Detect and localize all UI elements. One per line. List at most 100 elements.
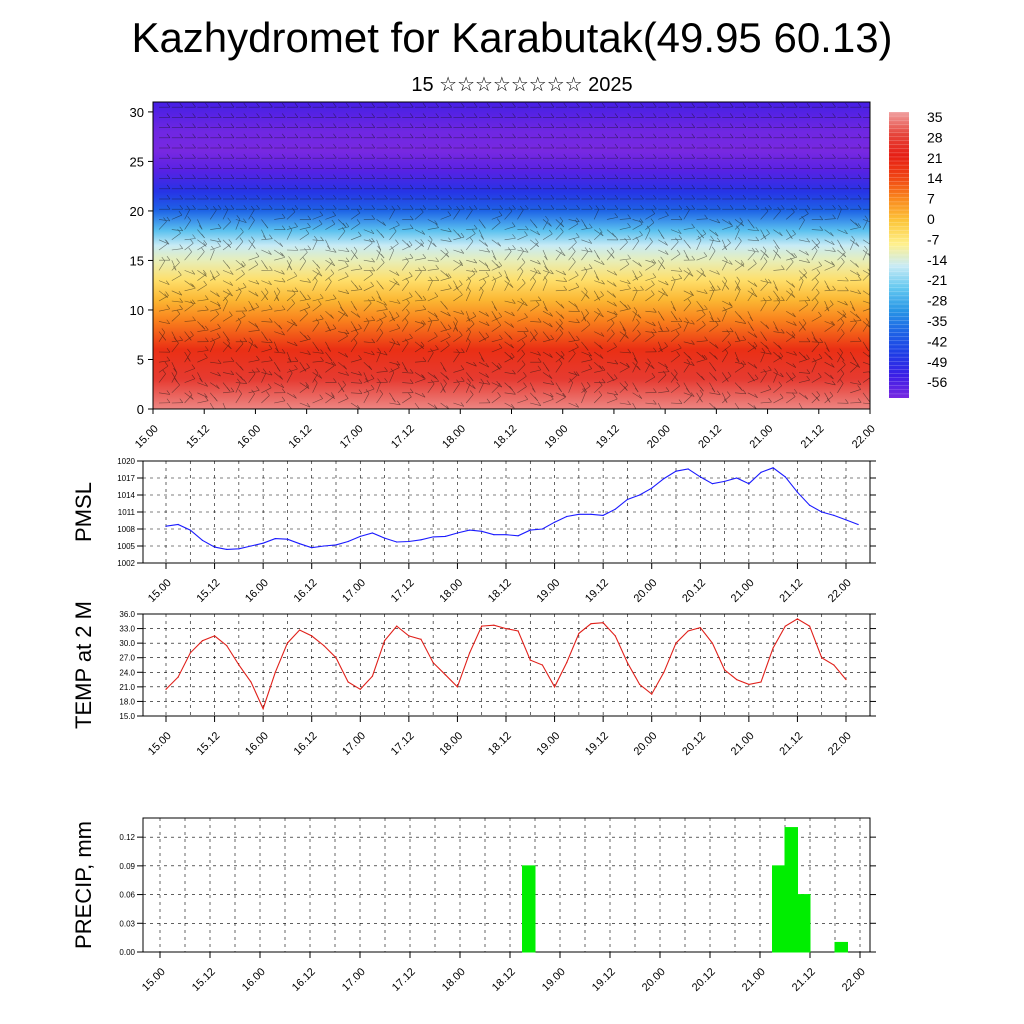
wind-barb-flag bbox=[162, 336, 166, 341]
wind-barb bbox=[248, 359, 260, 363]
wind-barb-flag bbox=[819, 226, 824, 231]
wind-barb bbox=[235, 231, 244, 241]
wind-barb bbox=[465, 241, 474, 251]
wind-barb bbox=[427, 227, 439, 230]
wind-barb-flag bbox=[599, 365, 603, 370]
wind-barb-flag bbox=[742, 133, 747, 138]
wind-barb-flag bbox=[469, 376, 474, 382]
wind-barb-flag bbox=[805, 251, 809, 256]
pmsl-point bbox=[651, 487, 653, 489]
wind-barb-flag bbox=[499, 154, 504, 159]
wind-barb-flag bbox=[383, 312, 387, 317]
wind-barb bbox=[683, 270, 694, 277]
wind-barb-flag bbox=[256, 154, 260, 159]
wind-barb bbox=[683, 321, 695, 325]
wind-barb-flag bbox=[871, 144, 874, 148]
wind-barb-flag bbox=[627, 214, 632, 219]
wind-barb bbox=[465, 341, 471, 353]
wind-barb-flag bbox=[332, 211, 336, 216]
wind-barb bbox=[235, 382, 241, 393]
wind-barb-flag bbox=[370, 384, 375, 390]
wind-barb bbox=[248, 330, 260, 332]
wind-barb-flag bbox=[268, 250, 272, 255]
wind-barb-flag bbox=[704, 214, 708, 219]
wind-barb-flag bbox=[857, 123, 862, 128]
wind-barb-flag bbox=[781, 103, 785, 108]
wind-barb-flag bbox=[559, 329, 564, 334]
wind-barb-flag bbox=[344, 394, 349, 399]
pmsl-point bbox=[772, 467, 774, 469]
wind-barb bbox=[338, 265, 349, 271]
wind-barb bbox=[747, 280, 758, 287]
wind-barb-flag bbox=[345, 174, 350, 179]
wind-barb-flag bbox=[384, 174, 388, 179]
wind-barb bbox=[721, 333, 730, 343]
wind-barb bbox=[158, 360, 170, 363]
colorbar-label: 14 bbox=[927, 170, 943, 186]
wind-barb bbox=[491, 265, 502, 271]
wind-barb bbox=[389, 341, 400, 346]
wind-barb bbox=[517, 209, 524, 220]
wind-barb-flag bbox=[252, 244, 256, 249]
cross-x-tick-label: 16.12 bbox=[287, 423, 315, 451]
wind-barb-flag bbox=[736, 225, 740, 230]
wind-barb bbox=[389, 342, 396, 353]
wind-barb bbox=[786, 351, 797, 356]
wind-barb bbox=[197, 382, 208, 387]
temp-at-2-m-point bbox=[396, 625, 398, 627]
wind-barb bbox=[824, 304, 834, 312]
wind-barb bbox=[696, 340, 708, 343]
wind-barb-flag bbox=[588, 247, 593, 253]
wind-barb bbox=[734, 290, 741, 302]
wind-barb-flag bbox=[576, 174, 580, 179]
wind-barb bbox=[248, 371, 260, 373]
wind-barb-flag bbox=[512, 154, 516, 159]
wind-barb-flag bbox=[585, 294, 590, 299]
temp-at-2-m-x-tick-label: 16.00 bbox=[243, 730, 271, 758]
wind-barb-flag bbox=[653, 154, 657, 159]
pmsl-point bbox=[796, 491, 799, 493]
wind-barb-flag bbox=[485, 271, 490, 277]
wind-barb-flag bbox=[845, 123, 849, 128]
wind-barb-flag bbox=[704, 174, 708, 179]
wind-barb-flag bbox=[216, 384, 220, 389]
wind-barb-flag bbox=[865, 346, 870, 352]
wind-barb-flag bbox=[264, 336, 268, 341]
wind-barb-flag bbox=[320, 174, 324, 179]
wind-barb-flag bbox=[316, 264, 321, 269]
wind-barb bbox=[657, 321, 663, 332]
wind-barb-flag bbox=[627, 205, 632, 210]
wind-barb bbox=[594, 369, 606, 373]
temp-at-2-m-point bbox=[298, 629, 301, 631]
wind-barb-flag bbox=[802, 318, 807, 324]
colorbar-label: -14 bbox=[927, 252, 947, 268]
temp-at-2-m-point bbox=[808, 625, 811, 627]
wind-barb-flag bbox=[678, 205, 683, 210]
wind-barb-flag bbox=[871, 367, 874, 371]
cross-x-tick-label: 21.00 bbox=[747, 423, 775, 451]
wind-barb-flag bbox=[589, 164, 593, 169]
precip-mm-bar bbox=[784, 827, 798, 953]
wind-barb bbox=[504, 270, 510, 281]
wind-barb bbox=[453, 263, 463, 271]
wind-barb-flag bbox=[467, 327, 471, 332]
wind-barb-flag bbox=[727, 238, 731, 244]
wind-barb-flag bbox=[675, 237, 679, 242]
wind-barb-flag bbox=[610, 254, 615, 259]
wind-barb-flag bbox=[511, 403, 515, 409]
wind-barb bbox=[504, 321, 514, 328]
wind-barb-flag bbox=[815, 298, 819, 303]
temp-at-2-m-point bbox=[566, 661, 568, 664]
wind-barb bbox=[466, 228, 478, 230]
wind-barb bbox=[734, 339, 746, 343]
wind-barb-flag bbox=[268, 344, 273, 349]
wind-barb-flag bbox=[461, 194, 465, 200]
wind-barb-flag bbox=[306, 402, 311, 408]
wind-barb-flag bbox=[545, 215, 549, 221]
wind-barb bbox=[261, 229, 267, 240]
cross-y-tick-label: 5 bbox=[137, 352, 144, 367]
wind-barb-flag bbox=[498, 363, 502, 368]
wind-barb bbox=[773, 302, 781, 312]
wind-barb bbox=[261, 387, 272, 394]
wind-barb bbox=[850, 389, 861, 394]
